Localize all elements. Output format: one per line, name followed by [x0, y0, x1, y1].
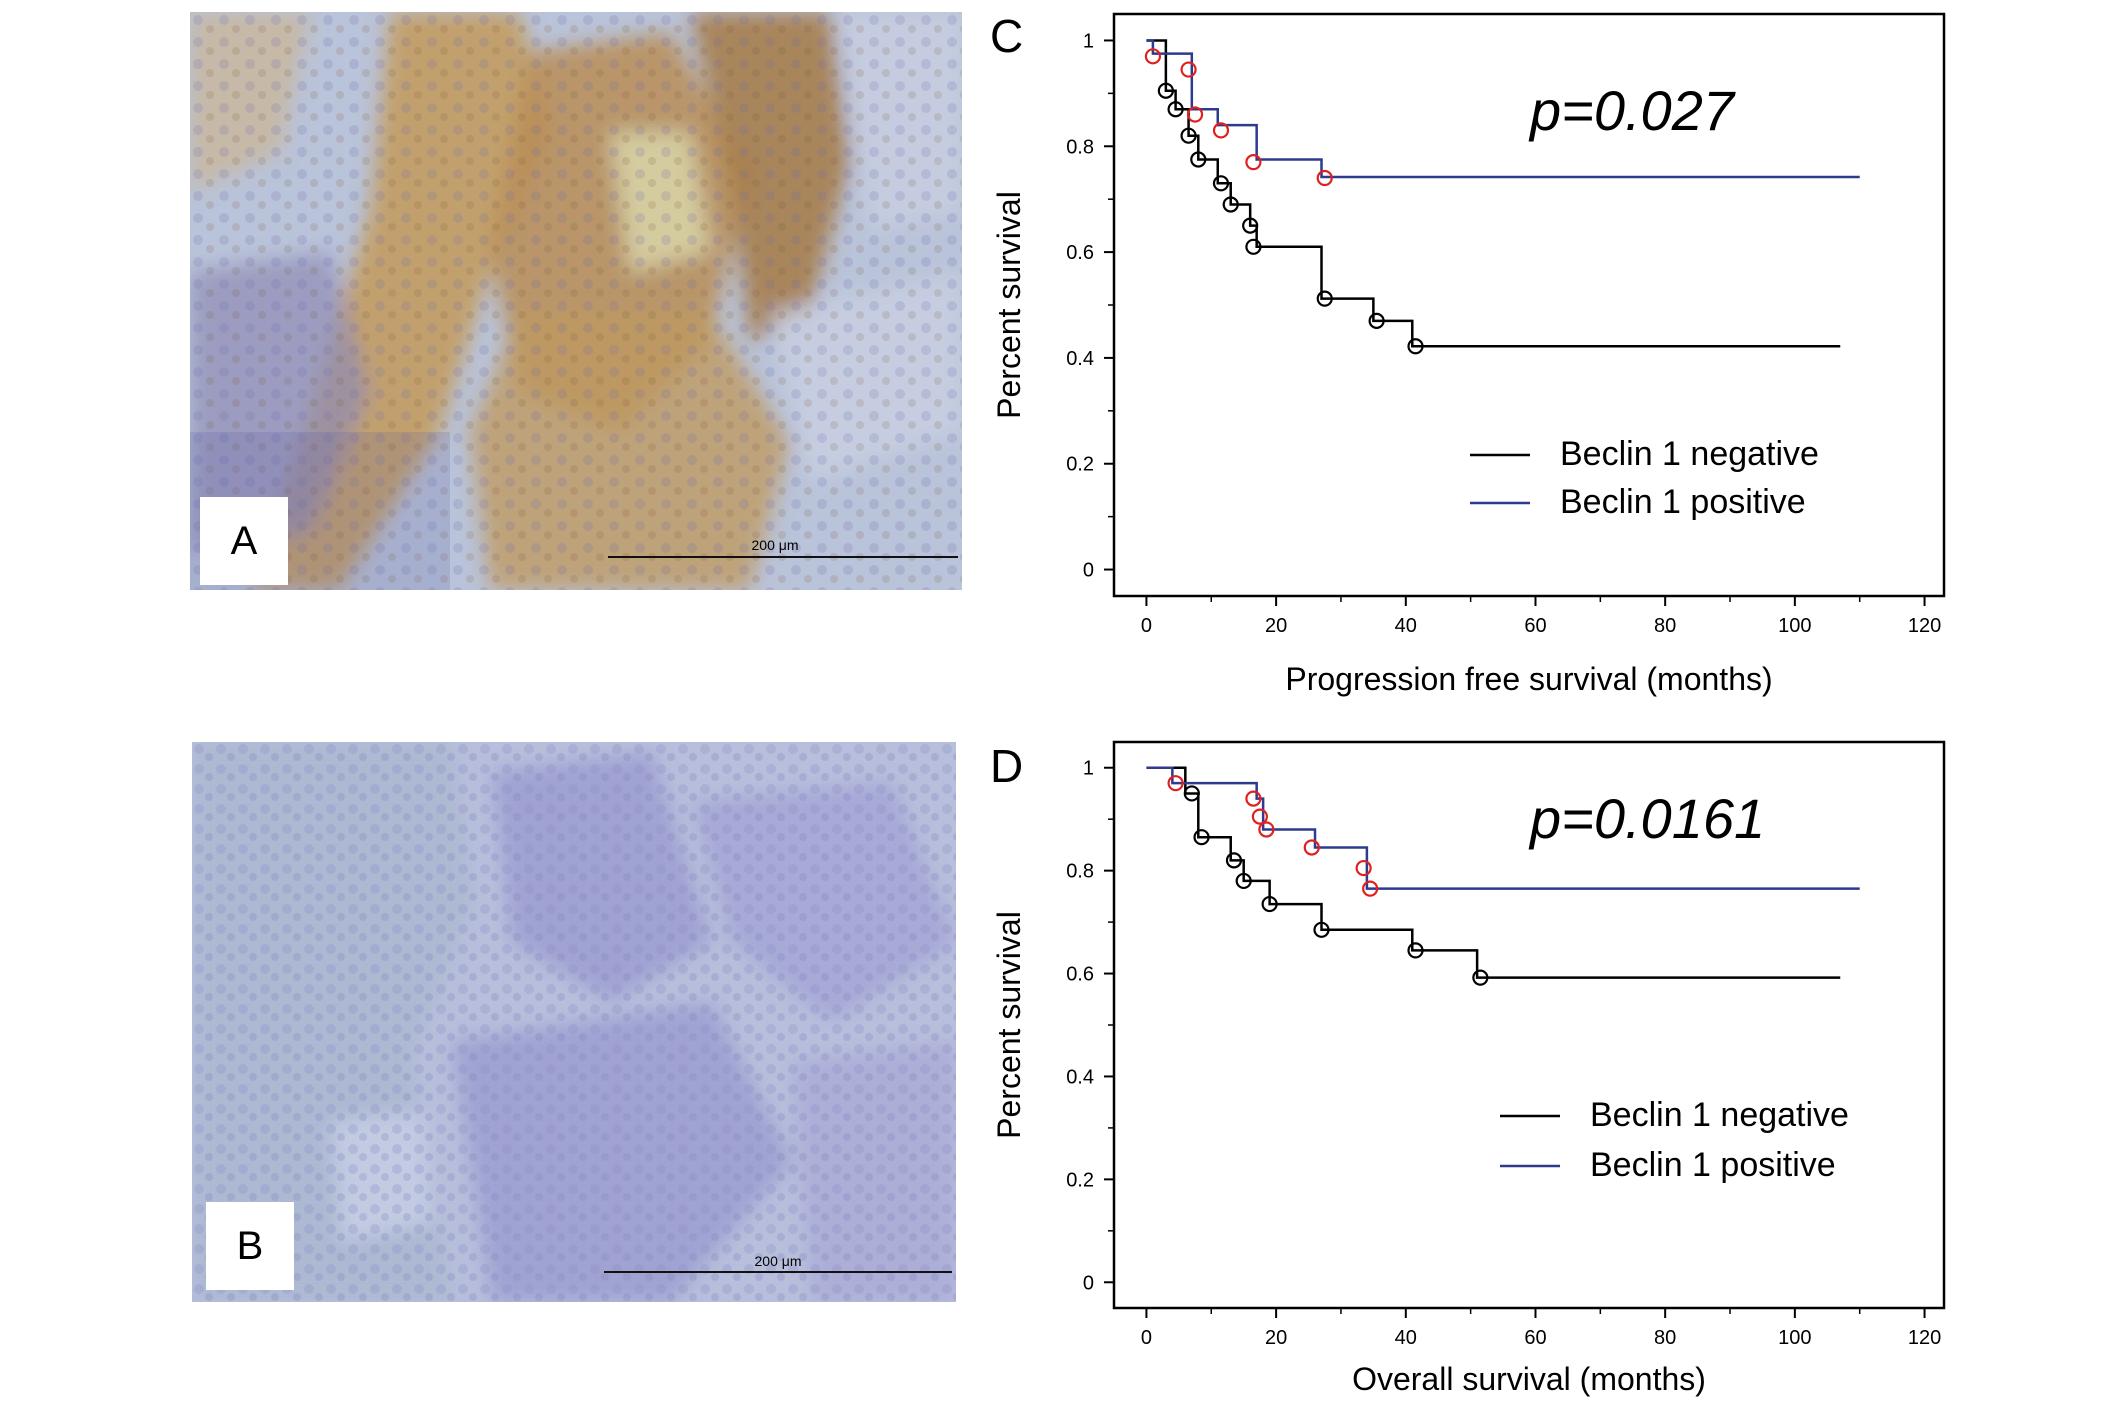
y-tick-label: 0.2: [1066, 454, 1094, 476]
censor-marker: [1183, 785, 1200, 802]
censor-marker: [1242, 217, 1259, 234]
x-tick-label: 20: [1265, 1327, 1287, 1349]
panel-label: C: [990, 10, 1023, 62]
series-beclin-negative: Beclin 1 negative: [1146, 766, 1849, 1134]
censor-marker: [1180, 127, 1197, 144]
x-tick-label: 100: [1778, 1327, 1811, 1349]
censor-marker: [1313, 921, 1330, 938]
censor-marker: [1355, 859, 1372, 877]
censor-marker: [1190, 151, 1207, 168]
panel-label-b: B: [206, 1202, 294, 1290]
censor-marker: [1245, 154, 1262, 171]
censor-marker: [1407, 338, 1424, 355]
y-tick-label: 0.4: [1066, 1066, 1094, 1088]
censor-marker: [1212, 175, 1230, 192]
x-tick-label: 60: [1524, 1327, 1546, 1349]
censor-marker: [1258, 821, 1275, 838]
censor-marker: [1193, 829, 1210, 846]
x-tick-label: 120: [1908, 1327, 1941, 1349]
censor-marker: [1362, 880, 1379, 897]
survival-curve: [1146, 766, 1860, 890]
chart-c: C 0 0.2 0.4 0.6 0.8 1 0 20 40 60 80 100 120 Progressio…: [990, 10, 1946, 697]
x-tick-label: 20: [1265, 615, 1287, 637]
y-tick-label: 0.8: [1066, 861, 1094, 883]
legend-label: Beclin 1 negative: [1590, 1096, 1849, 1134]
x-tick-label: 0: [1141, 615, 1152, 637]
censor-marker: [1245, 238, 1262, 255]
y-tick-label: 0.4: [1066, 348, 1094, 370]
x-tick-label: 80: [1654, 1327, 1676, 1349]
series-beclin-negative: Beclin 1 negative: [1146, 39, 1841, 473]
scale-bar-label-b: 200 μm: [755, 1253, 802, 1269]
plot-frame: [1112, 740, 1946, 1310]
micrograph-panel-a: 200 μm A: [190, 12, 962, 590]
legend-label: Beclin 1 positive: [1590, 1146, 1836, 1184]
y-tick-label: 1: [1083, 30, 1094, 52]
x-tick-label: 80: [1654, 615, 1676, 637]
censor-marker: [1261, 895, 1278, 913]
x-axis-label: Progression free survival (months): [1285, 661, 1772, 697]
survival-curve: [1146, 39, 1841, 348]
censor-marker: [1316, 169, 1333, 187]
censor-marker: [1316, 290, 1333, 307]
legend-label: Beclin 1 positive: [1560, 483, 1806, 521]
survival-curve: [1146, 39, 1860, 179]
censor-marker: [1186, 106, 1204, 123]
y-tick-label: 0.2: [1066, 1169, 1094, 1191]
series-beclin-positive: Beclin 1 positive: [1144, 39, 1860, 521]
x-tick-label: 0: [1141, 1327, 1152, 1349]
series-beclin-positive: Beclin 1 positive: [1146, 766, 1860, 1184]
censor-marker: [1222, 196, 1239, 213]
p-value-annotation: p=0.0161: [1528, 787, 1765, 850]
x-tick-label: 60: [1524, 615, 1546, 637]
x-axis-label: Overall survival (months): [1352, 1361, 1706, 1397]
censor-marker: [1212, 122, 1230, 139]
x-tick-label: 120: [1908, 615, 1941, 637]
censor-marker: [1472, 969, 1489, 986]
y-tick-label: 0.8: [1066, 136, 1094, 158]
censor-marker: [1144, 48, 1162, 65]
p-value-annotation: p=0.027: [1528, 79, 1736, 142]
censor-marker: [1157, 82, 1174, 99]
censor-marker: [1245, 790, 1262, 807]
micrograph-image-b: 200 μm: [192, 742, 956, 1302]
micrograph-panel-b: 200 μm B: [192, 742, 956, 1302]
plot-frame: [1112, 12, 1946, 598]
scale-bar-label-a: 200 μm: [752, 537, 799, 553]
y-axis-label: Percent survival: [991, 911, 1027, 1139]
x-tick-label: 100: [1778, 615, 1811, 637]
censor-marker: [1225, 852, 1243, 869]
y-tick-label: 1: [1083, 758, 1094, 780]
x-tick-label: 40: [1395, 615, 1417, 637]
censor-marker: [1235, 872, 1252, 890]
legend-label: Beclin 1 negative: [1560, 435, 1819, 473]
panel-label: D: [990, 740, 1023, 792]
x-tick-label: 40: [1395, 1327, 1417, 1349]
panel-label-a: A: [200, 497, 288, 585]
y-tick-label: 0: [1083, 560, 1094, 582]
micrograph-image-a: 200 μm: [190, 12, 962, 590]
censor-marker: [1303, 839, 1320, 856]
censor-marker: [1251, 808, 1268, 825]
y-tick-label: 0.6: [1066, 964, 1094, 986]
censor-marker: [1167, 775, 1184, 792]
y-axis-label: Percent survival: [991, 191, 1027, 419]
y-tick-label: 0: [1083, 1272, 1094, 1294]
censor-marker: [1167, 101, 1184, 118]
censor-marker: [1407, 942, 1424, 959]
censor-marker: [1368, 312, 1385, 329]
chart-d: D 0 0.2 0.4 0.6 0.8 1 0 20 40 60 80 100 120 Overall su…: [990, 740, 1946, 1397]
censor-marker: [1180, 61, 1197, 78]
y-tick-label: 0.6: [1066, 242, 1094, 264]
